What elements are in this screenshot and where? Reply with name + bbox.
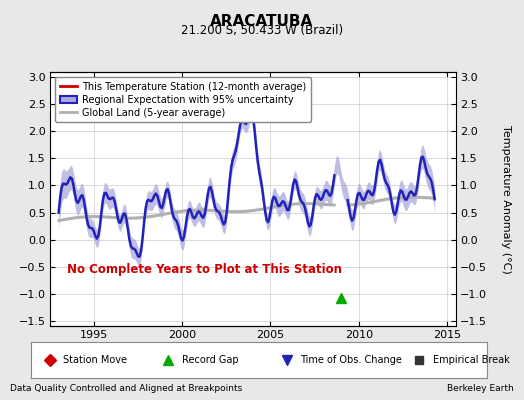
Text: Station Move: Station Move [63,355,127,365]
Text: Data Quality Controlled and Aligned at Breakpoints: Data Quality Controlled and Aligned at B… [10,384,243,393]
Text: No Complete Years to Plot at This Station: No Complete Years to Plot at This Statio… [68,263,343,276]
Text: Record Gap: Record Gap [182,355,238,365]
Text: 21.200 S, 50.433 W (Brazil): 21.200 S, 50.433 W (Brazil) [181,24,343,37]
Text: Berkeley Earth: Berkeley Earth [447,384,514,393]
Y-axis label: Temperature Anomaly (°C): Temperature Anomaly (°C) [501,125,511,273]
Text: ARACATUBA: ARACATUBA [210,14,314,29]
Text: Time of Obs. Change: Time of Obs. Change [300,355,402,365]
Legend: This Temperature Station (12-month average), Regional Expectation with 95% uncer: This Temperature Station (12-month avera… [54,77,311,122]
Text: Empirical Break: Empirical Break [433,355,509,365]
